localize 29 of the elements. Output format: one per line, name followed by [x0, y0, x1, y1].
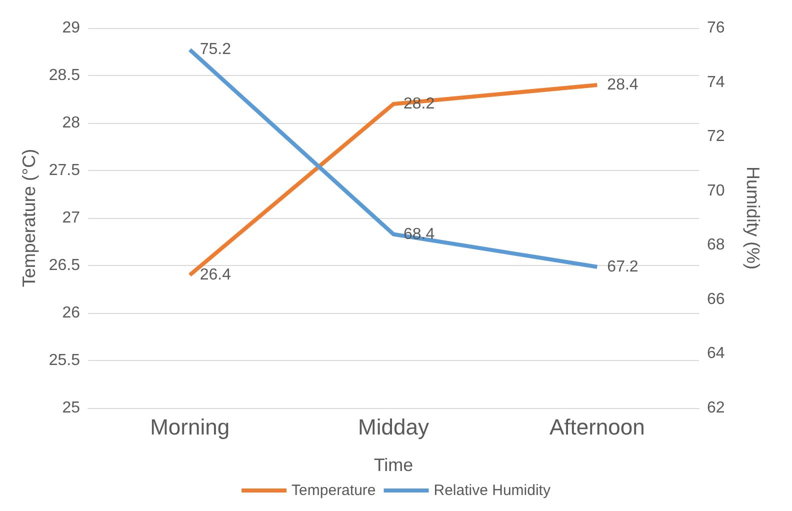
y-tick-label: 26.5	[48, 257, 80, 274]
y2-tick-label: 70	[707, 182, 725, 200]
y2-axis-title: Humidity (%)	[743, 166, 763, 270]
y2-tick-label: 68	[707, 236, 725, 254]
data-label: 26.4	[200, 266, 232, 284]
x-tick-label: Morning	[150, 414, 230, 440]
x-axis-title: Time	[374, 455, 414, 475]
y-axis-title: Temperature (°C)	[18, 148, 39, 288]
y2-tick-label: 74	[707, 74, 725, 91]
y-tick-label: 27	[62, 210, 80, 226]
data-label: 75.2	[200, 41, 232, 58]
data-label: 67.2	[607, 258, 638, 276]
y-tick-label: 29	[62, 20, 80, 36]
y2-tick-label: 72	[707, 128, 725, 146]
y-tick-label: 28	[62, 114, 80, 132]
y-tick-label: 25.5	[48, 352, 80, 369]
y-tick-label: 27.5	[48, 162, 80, 179]
y-tick-label: 26	[62, 304, 80, 322]
y2-tick-label: 64	[707, 345, 725, 362]
y2-tick-label: 62	[707, 400, 725, 416]
x-tick-label: Afternoon	[549, 414, 645, 440]
y-tick-label: 25	[62, 400, 80, 416]
y2-tick-label: 76	[707, 20, 725, 36]
x-tick-label: Midday	[358, 414, 429, 440]
y-tick-label: 28.5	[48, 67, 80, 84]
legend-label: Relative Humidity	[434, 482, 551, 499]
y2-tick-label: 66	[707, 290, 725, 308]
legend-label: Temperature	[292, 482, 376, 499]
data-label: 28.4	[607, 76, 638, 94]
